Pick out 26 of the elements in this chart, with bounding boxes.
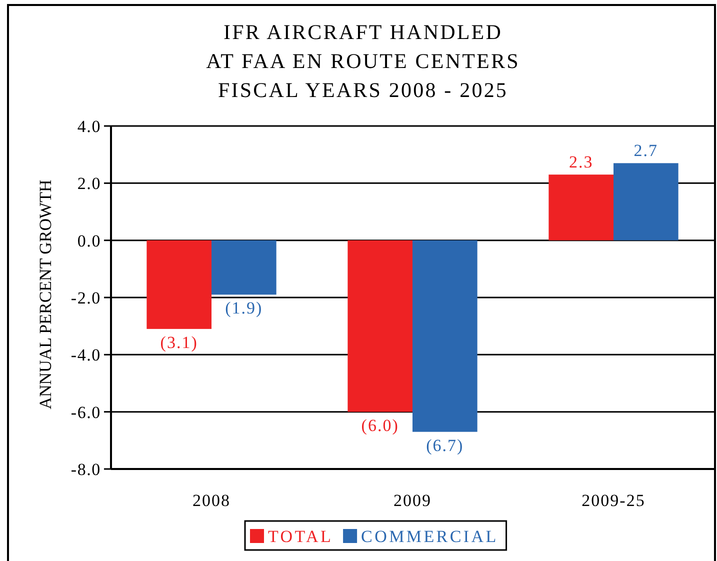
data-label: (6.0) — [361, 416, 399, 435]
y-tick-label: -2.0 — [70, 288, 101, 308]
bar — [212, 240, 276, 295]
data-label: 2.7 — [634, 141, 658, 160]
legend-label: COMMERCIAL — [361, 527, 498, 546]
bar — [614, 163, 678, 240]
data-label: (3.1) — [160, 332, 198, 352]
data-label: 2.3 — [568, 152, 594, 172]
bar — [348, 240, 412, 412]
y-tick-label: -6.0 — [70, 402, 101, 422]
bar — [146, 240, 212, 329]
legend-label: TOTAL — [268, 527, 334, 546]
y-tick-label: -4.0 — [70, 346, 101, 365]
x-tick-label: 2009 — [394, 491, 432, 510]
y-axis-title: ANNUAL PERCENT GROWTH — [36, 180, 55, 410]
x-tick-label: 2008 — [192, 491, 230, 510]
x-tick-label: 2009-25 — [582, 491, 646, 510]
chart-title: IFR AIRCRAFT HANDLED AT FAA EN ROUTE CENTERS FISCAL YEARS 2008 - 2025 — [206, 20, 520, 102]
y-tick-label: -8.0 — [70, 460, 101, 479]
y-tick-label: 0.0 — [77, 231, 101, 250]
y-tick-label: 4.0 — [77, 116, 101, 136]
data-label: (6.7) — [426, 436, 464, 455]
y-tick-label: 2.0 — [77, 174, 101, 194]
bar — [412, 240, 478, 432]
data-label: (1.9) — [225, 298, 263, 318]
bar — [548, 174, 614, 240]
